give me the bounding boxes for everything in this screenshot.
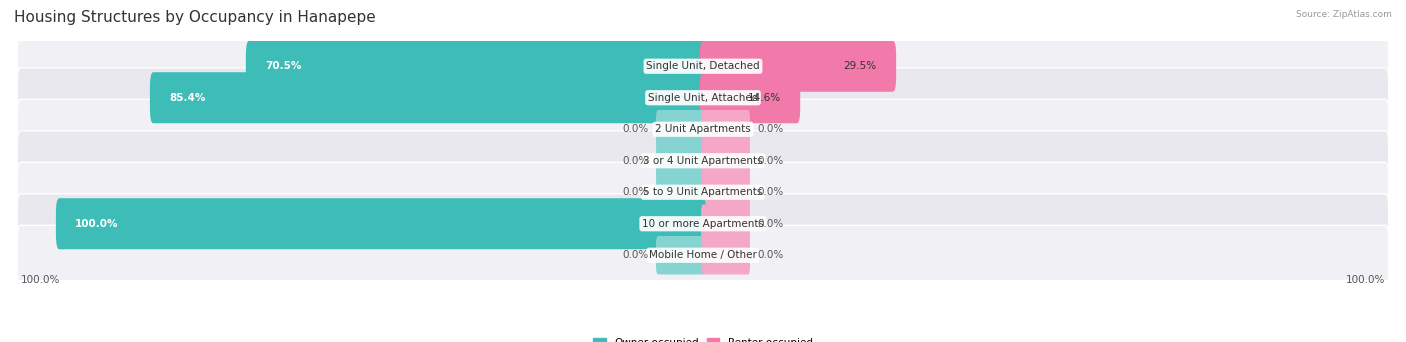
FancyBboxPatch shape [702,142,749,180]
Text: 5 to 9 Unit Apartments: 5 to 9 Unit Apartments [644,187,762,197]
FancyBboxPatch shape [17,68,1389,128]
Text: Mobile Home / Other: Mobile Home / Other [650,250,756,260]
FancyBboxPatch shape [150,72,706,123]
Text: 0.0%: 0.0% [621,250,648,260]
Text: 85.4%: 85.4% [169,93,205,103]
Text: Single Unit, Detached: Single Unit, Detached [647,61,759,71]
Text: Source: ZipAtlas.com: Source: ZipAtlas.com [1296,10,1392,19]
Text: 0.0%: 0.0% [758,156,785,166]
Text: 100.0%: 100.0% [1346,275,1385,285]
FancyBboxPatch shape [657,142,704,180]
FancyBboxPatch shape [17,194,1389,254]
Text: 0.0%: 0.0% [621,187,648,197]
FancyBboxPatch shape [657,110,704,148]
FancyBboxPatch shape [17,162,1389,222]
FancyBboxPatch shape [657,236,704,274]
Text: Housing Structures by Occupancy in Hanapepe: Housing Structures by Occupancy in Hanap… [14,10,375,25]
Text: 14.6%: 14.6% [748,93,780,103]
FancyBboxPatch shape [56,198,706,249]
FancyBboxPatch shape [700,41,896,92]
Text: 70.5%: 70.5% [266,61,301,71]
Text: 100.0%: 100.0% [76,219,118,229]
Text: 0.0%: 0.0% [758,219,785,229]
FancyBboxPatch shape [17,131,1389,191]
Text: 0.0%: 0.0% [621,124,648,134]
Text: 0.0%: 0.0% [758,124,785,134]
FancyBboxPatch shape [702,173,749,211]
FancyBboxPatch shape [700,72,800,123]
FancyBboxPatch shape [702,205,749,243]
Text: 0.0%: 0.0% [758,250,785,260]
Text: Single Unit, Attached: Single Unit, Attached [648,93,758,103]
FancyBboxPatch shape [17,225,1389,285]
FancyBboxPatch shape [17,99,1389,159]
FancyBboxPatch shape [702,110,749,148]
Text: 10 or more Apartments: 10 or more Apartments [643,219,763,229]
FancyBboxPatch shape [702,236,749,274]
FancyBboxPatch shape [657,173,704,211]
Text: 0.0%: 0.0% [621,156,648,166]
Text: 0.0%: 0.0% [758,187,785,197]
Text: 29.5%: 29.5% [844,61,877,71]
FancyBboxPatch shape [246,41,706,92]
Text: 3 or 4 Unit Apartments: 3 or 4 Unit Apartments [643,156,763,166]
Legend: Owner-occupied, Renter-occupied: Owner-occupied, Renter-occupied [589,333,817,342]
FancyBboxPatch shape [17,36,1389,96]
Text: 100.0%: 100.0% [21,275,60,285]
Text: 2 Unit Apartments: 2 Unit Apartments [655,124,751,134]
